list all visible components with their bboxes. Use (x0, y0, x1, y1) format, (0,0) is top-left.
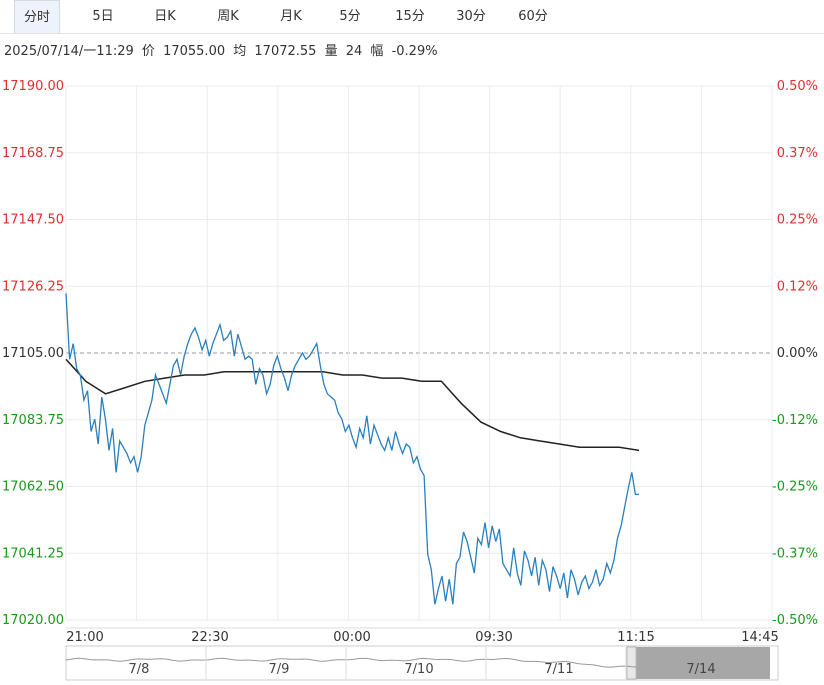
pct-tick-label: 0.00% (777, 346, 818, 361)
pct-tick-label: 0.25% (777, 213, 818, 228)
y-tick-label: 17147.50 (2, 213, 64, 228)
pct-tick-label: -0.37% (772, 546, 818, 561)
price-label: 价 (141, 44, 155, 59)
range-value: -0.29% (391, 44, 438, 59)
y-tick-label: 17168.75 (2, 146, 64, 161)
tab-7[interactable]: 30分 (456, 9, 486, 24)
tab-1[interactable]: 5日 (92, 9, 114, 24)
avg-label: 均 (233, 44, 247, 59)
tab-3[interactable]: 周K (217, 9, 239, 24)
range-label: 幅 (370, 44, 384, 59)
y-tick-label: 17105.00 (2, 346, 64, 361)
tab-4[interactable]: 月K (280, 9, 302, 24)
overview-handle-left (626, 646, 637, 680)
tab-8[interactable]: 60分 (518, 9, 548, 24)
y-tick-label: 17083.75 (2, 413, 64, 428)
x-tick-label: 21:00 (66, 630, 103, 645)
avg-value: 17072.55 (254, 44, 317, 59)
volume-label: 量 (324, 44, 338, 59)
overview-date-label: 7/10 (404, 662, 433, 677)
avg-price-line (65, 358, 640, 452)
price-line (65, 293, 639, 605)
pct-tick-label: 0.37% (777, 146, 818, 161)
tab-0[interactable]: 分时 (14, 0, 60, 33)
volume-value: 24 (345, 44, 363, 59)
pct-tick-label: 0.12% (777, 279, 818, 294)
y-tick-label: 17062.50 (2, 480, 64, 495)
y-tick-label: 17190.00 (2, 79, 64, 94)
price-value: 17055.00 (163, 44, 226, 59)
tab-5[interactable]: 5分 (339, 9, 361, 24)
overview-selection (636, 647, 770, 679)
datetime-text: 2025/07/14/一11:29 (4, 44, 134, 59)
pct-tick-label: -0.12% (772, 413, 818, 428)
x-tick-label: 14:45 (741, 630, 778, 645)
overview-date-label: 7/9 (269, 662, 290, 677)
tab-6[interactable]: 15分 (395, 9, 425, 24)
y-tick-label: 17020.00 (2, 613, 64, 628)
pct-tick-label: -0.25% (772, 480, 818, 495)
pct-tick-label: 0.50% (777, 79, 818, 94)
x-tick-label: 22:30 (191, 630, 228, 645)
x-tick-label: 11:15 (617, 630, 654, 645)
overview-line (65, 657, 637, 668)
x-tick-label: 09:30 (475, 630, 512, 645)
y-tick-label: 17126.25 (2, 279, 64, 294)
overview-date-label: 7/11 (544, 662, 573, 677)
pct-tick-label: -0.50% (772, 613, 818, 628)
period-tabs: 分时 5日 日K 周K 月K 5分 15分 30分 60分 (0, 0, 824, 34)
overview-date-label: 7/8 (129, 662, 150, 677)
tab-2[interactable]: 日K (154, 9, 176, 24)
y-tick-label: 17041.25 (2, 546, 64, 561)
overview-date-label: 7/14 (686, 662, 715, 677)
quote-info-bar: 2025/07/14/一11:29 价 17055.00 均 17072.55 … (4, 40, 442, 59)
x-tick-label: 00:00 (333, 630, 370, 645)
